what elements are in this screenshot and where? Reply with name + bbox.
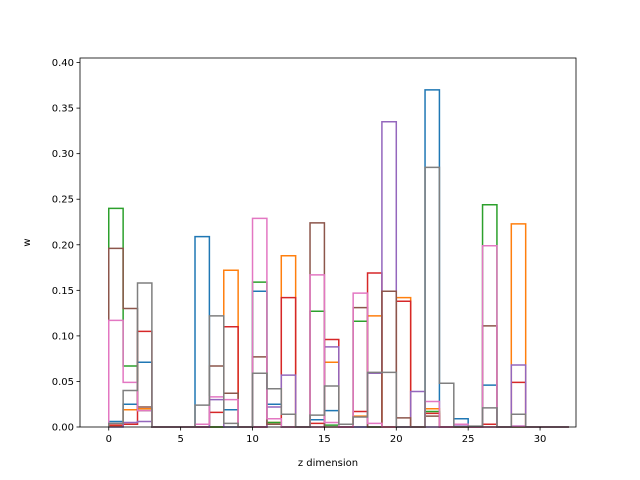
y-axis-ticks: 0.00 0.05 0.10 0.15 0.20 0.25 0.30 0.35 0.40 (52, 58, 80, 434)
y-tick-label: 0.20 (52, 240, 74, 251)
x-tick-label: 20 (390, 434, 403, 445)
x-axis-label: z dimension (298, 458, 358, 469)
y-axis-label: w (22, 238, 33, 246)
x-tick-label: 5 (177, 434, 183, 445)
y-tick-label: 0.10 (52, 331, 74, 342)
x-tick-label: 0 (106, 434, 112, 445)
y-tick-label: 0.25 (52, 195, 74, 206)
x-tick-label: 10 (246, 434, 259, 445)
plot-area-frame (79, 57, 577, 428)
y-tick-label: 0.35 (52, 104, 74, 115)
x-axis-ticks: 0 5 10 15 20 25 30 (106, 427, 547, 445)
y-tick-label: 0.30 (52, 149, 74, 160)
y-tick-label: 0.05 (52, 377, 74, 388)
x-tick-label: 25 (462, 434, 475, 445)
y-tick-label: 0.40 (52, 58, 74, 69)
x-tick-label: 15 (318, 434, 331, 445)
y-tick-label: 0.15 (52, 286, 74, 297)
x-tick-label: 30 (534, 434, 547, 445)
y-tick-label: 0.00 (52, 423, 74, 434)
